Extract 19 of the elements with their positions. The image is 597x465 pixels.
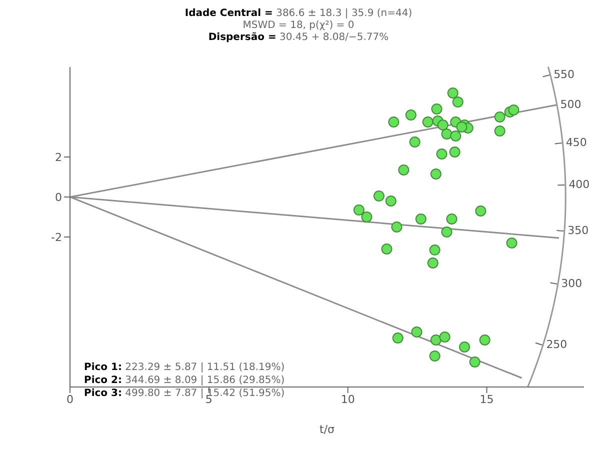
annotation: 300	[561, 277, 582, 290]
y-tick-label: -2	[51, 230, 62, 244]
x-tick-label: 0	[66, 392, 74, 406]
annotation: 400	[568, 178, 590, 192]
x-axis-title: t/σ	[320, 423, 335, 436]
annotation: 350	[568, 224, 589, 238]
y-tick-label: 2	[55, 150, 62, 164]
annotation: 450	[566, 136, 587, 150]
chart-title: Idade Central = 386.6 ± 18.3 | 35.9 (n=44)	[184, 8, 412, 19]
x-tick-label: 15	[480, 392, 494, 406]
y-tick-label: 0	[55, 190, 62, 204]
annotation: Pico 1: 223.29 ± 5.87 | 11.51 (18.19%)	[84, 362, 285, 373]
annotation: 500	[560, 98, 582, 112]
x-tick-label: 10	[340, 392, 355, 406]
annotation: Pico 2: 344.69 ± 8.09 | 15.86 (29.85%)	[84, 375, 285, 386]
chart-subtitle: MSWD = 18, p(χ²) = 0	[242, 20, 356, 32]
annotation: 550	[554, 68, 575, 82]
annotation: 250	[546, 338, 568, 352]
text: Dispersão = 30.45 + 8.08/−5.77%	[208, 32, 389, 43]
